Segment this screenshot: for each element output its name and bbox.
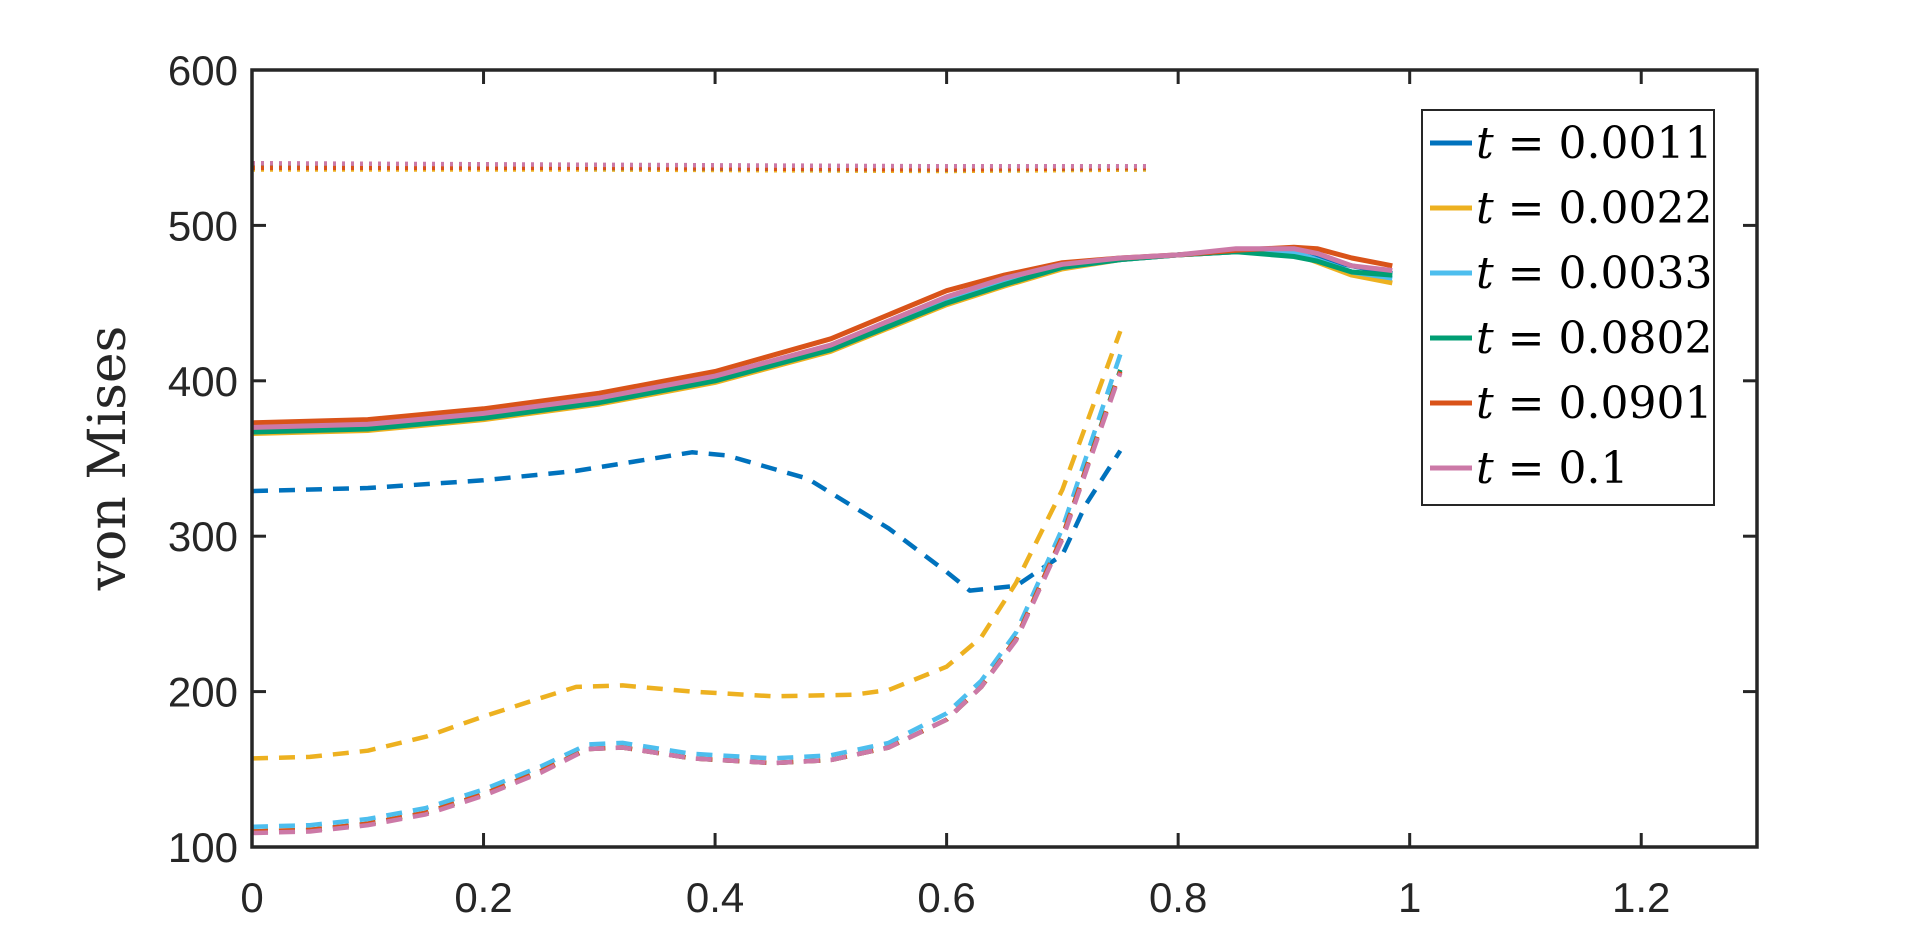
- series-3-solid-line: [251, 249, 1393, 435]
- legend-value: 0.0033: [1559, 248, 1713, 299]
- x-tick-label: 0: [240, 874, 263, 921]
- legend-entry: t = 0.0802: [1476, 313, 1713, 364]
- series-4-dotted-line: [252, 165, 1150, 172]
- legend-value: 0.0022: [1559, 183, 1713, 234]
- legend-equals: =: [1494, 443, 1559, 494]
- legend-box: [1421, 109, 1715, 506]
- y-tick-label: 500: [168, 202, 238, 249]
- legend-value: 0.0011: [1559, 118, 1713, 169]
- y-tick-label: 400: [168, 358, 238, 405]
- legend-equals: =: [1494, 248, 1559, 299]
- legend-equals: =: [1494, 378, 1559, 429]
- legend-equals: =: [1494, 313, 1559, 364]
- series-5-solid-line: [251, 246, 1393, 430]
- x-tick-label: 0.8: [1149, 874, 1207, 921]
- x-tick-label: 1: [1398, 874, 1421, 921]
- series-layer: [251, 160, 1393, 836]
- legend-entry: t = 0.0901: [1476, 378, 1713, 429]
- x-tick-label: 0.2: [454, 874, 512, 921]
- x-tick-label: 1.2: [1612, 874, 1670, 921]
- legend-variable: t: [1476, 248, 1494, 299]
- series-2-dashed-line: [251, 353, 1123, 830]
- legend-entry: t = 0.0033: [1476, 248, 1713, 299]
- y-tick-label: 600: [168, 47, 238, 94]
- series-5-dotted-line: [251, 160, 1150, 169]
- x-tick-label: 0.4: [686, 874, 744, 921]
- ticks-layer: 0 0.2 0.4 0.6 0.8 1 1.2 100 200 300 400 500 600: [168, 47, 1757, 921]
- legend-value: 0.0802: [1559, 313, 1713, 364]
- legend-equals: =: [1494, 183, 1559, 234]
- legend-value: 0.0901: [1559, 378, 1713, 429]
- series-5-dashed-line: [251, 372, 1123, 836]
- y-tick-label: 300: [168, 513, 238, 560]
- legend-entry: t = 0.0022: [1476, 183, 1713, 234]
- x-tick-label: 0.6: [917, 874, 975, 921]
- legend-variable: t: [1476, 183, 1494, 234]
- y-tick-label: 200: [168, 669, 238, 716]
- legend-value: 0.1: [1559, 443, 1629, 494]
- axes-frame: [250, 68, 1759, 849]
- legend-variable: t: [1476, 118, 1494, 169]
- legend-variable: t: [1476, 443, 1494, 494]
- legend-variable: t: [1476, 313, 1494, 364]
- y-tick-label: 100: [168, 824, 238, 871]
- legend-variable: t: [1476, 378, 1494, 429]
- legend-entry: t = 0.0011: [1476, 118, 1713, 169]
- legend-entry: t = 0.1: [1476, 443, 1629, 494]
- legend-equals: =: [1494, 118, 1559, 169]
- y-axis-title: von Mises: [78, 326, 138, 592]
